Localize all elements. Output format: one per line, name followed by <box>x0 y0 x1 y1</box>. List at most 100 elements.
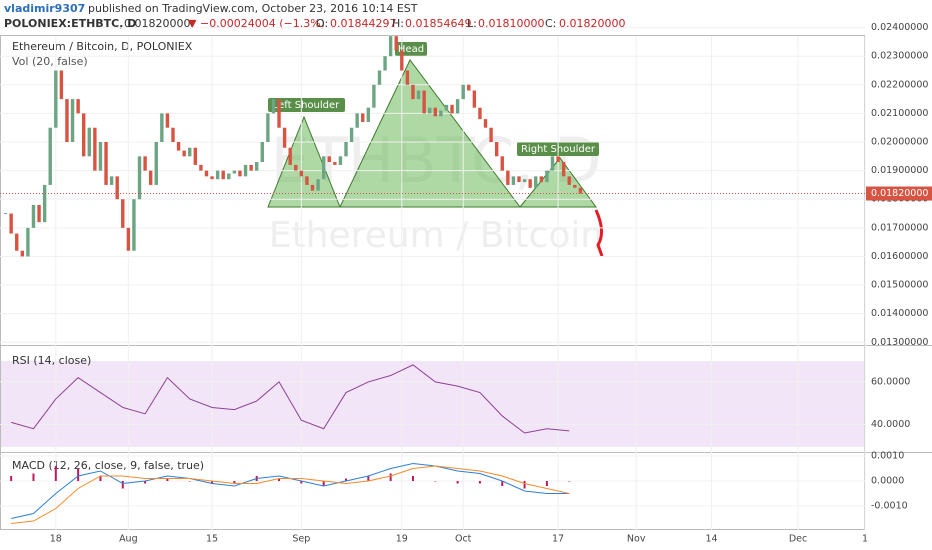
candle <box>282 127 287 148</box>
x-tick-label: Dec <box>789 534 807 545</box>
candle <box>143 156 147 171</box>
candle <box>171 127 175 143</box>
y-tick-label: 0.02400000 <box>871 22 928 33</box>
rsi-line <box>11 364 570 434</box>
candle <box>416 90 421 100</box>
candle <box>87 127 91 157</box>
candle <box>333 162 337 165</box>
histogram-bar <box>32 473 35 481</box>
candle <box>137 156 142 200</box>
candle <box>483 119 488 128</box>
published: published on TradingView.com, October 23… <box>88 2 418 15</box>
candle <box>355 113 359 128</box>
candle <box>383 56 387 71</box>
histogram-bar <box>10 476 13 481</box>
candle <box>478 107 482 120</box>
candle <box>506 170 510 185</box>
y-tick-label: 0.01400000 <box>871 308 928 319</box>
y-tick-label: 0.01700000 <box>871 222 928 233</box>
y-tick-label: -0.0010 <box>871 501 908 512</box>
candle <box>372 84 376 108</box>
c-label: C: <box>545 17 556 30</box>
candle <box>227 173 231 180</box>
y-tick-label: 60.0000 <box>871 376 910 387</box>
histogram-bar <box>478 481 481 484</box>
histogram-bar <box>144 481 147 484</box>
candle <box>500 156 504 171</box>
candle <box>215 170 220 180</box>
candle <box>15 233 19 251</box>
candle <box>411 84 415 100</box>
x-tick-label: Oct <box>455 534 472 545</box>
candle <box>199 164 203 171</box>
candle <box>154 142 158 185</box>
x-tick-label: Aug <box>119 534 138 545</box>
candle <box>517 176 521 183</box>
candle <box>165 113 170 128</box>
histogram-bar <box>211 481 214 484</box>
candle <box>76 99 80 114</box>
low: 0.01810000 <box>478 17 544 30</box>
candle <box>238 170 242 177</box>
l-label: L: <box>467 17 477 30</box>
y-tick-label: 0.0000 <box>871 476 904 487</box>
histogram-bar <box>99 476 102 481</box>
candle <box>148 170 153 185</box>
candle <box>42 184 47 223</box>
candle <box>433 107 437 117</box>
histogram-bar <box>345 478 347 481</box>
histogram-bar <box>188 481 191 482</box>
candle <box>366 107 371 122</box>
histogram-bar <box>411 476 414 481</box>
histogram-bar <box>77 468 80 481</box>
candle <box>271 99 276 114</box>
candle <box>260 142 264 163</box>
candle <box>288 147 292 165</box>
candle <box>193 147 198 165</box>
histogram-bar <box>367 476 370 481</box>
x-tick-label: 17 <box>552 534 564 545</box>
y-tick-label: 0.02300000 <box>871 51 928 62</box>
candle <box>511 176 516 185</box>
forecast-arrow <box>594 209 604 257</box>
histogram-bar <box>322 481 325 486</box>
candle <box>299 170 304 177</box>
histogram-bar <box>166 478 169 481</box>
candle <box>405 70 410 85</box>
histogram-bar <box>233 481 236 484</box>
candle <box>277 99 281 128</box>
candle <box>321 156 326 180</box>
candle <box>109 176 114 185</box>
y-tick-label: 0.01600000 <box>871 251 928 262</box>
candle <box>450 104 454 114</box>
y-tick-label: 40.0000 <box>871 419 910 430</box>
y-tick-label: 0.01500000 <box>871 280 928 291</box>
y-tick-label: 0.02000000 <box>871 137 928 148</box>
histogram-bar <box>501 481 504 486</box>
candle <box>361 113 365 122</box>
candle <box>82 113 86 157</box>
histogram-bar <box>300 481 303 484</box>
candle <box>160 113 164 143</box>
close: 0.01820000 <box>559 17 625 30</box>
candle <box>176 142 181 151</box>
candle <box>132 199 136 251</box>
candle <box>221 170 225 180</box>
candle <box>394 36 398 51</box>
candle <box>104 142 108 185</box>
y-tick-label: 0.02100000 <box>871 108 928 119</box>
last-price-box <box>866 186 932 201</box>
candle <box>578 187 583 194</box>
author: vladimir9307 <box>4 2 85 15</box>
candle <box>550 156 555 171</box>
candle <box>377 70 382 85</box>
histogram-bar <box>434 481 437 482</box>
candle <box>461 84 465 100</box>
candle <box>20 250 25 257</box>
h-label: H: <box>392 17 404 30</box>
candle <box>232 170 237 174</box>
change: −0.00024004 (−1.3%) <box>200 17 325 30</box>
watermark-sub: Ethereum / Bitcoin <box>269 215 603 256</box>
candle <box>121 199 125 228</box>
